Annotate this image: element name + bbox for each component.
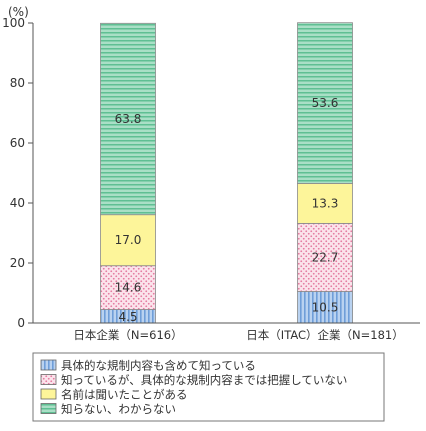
bar-segment: [100, 22, 156, 216]
bar-segment: [297, 183, 353, 224]
bars-group: 4.5 14.6 17.0 63.8 10.5 22.7 13.3 53.6: [100, 22, 353, 324]
bar-segment: [297, 222, 353, 292]
legend: 具体的な規制内容も含めて知っている知っているが、具体的な規制内容までは把握してい…: [32, 352, 385, 422]
legend-label: 名前は聞いたことがある: [61, 388, 188, 402]
legend-label: 知っているが、具体的な規制内容までは把握していない: [61, 373, 347, 387]
data-label: 10.5: [312, 300, 339, 314]
legend-swatch: [40, 359, 57, 371]
legend-box: [32, 352, 385, 422]
data-label: 53.6: [312, 96, 339, 110]
legend-label: 知らない、わからない: [61, 402, 176, 416]
legend-label: 具体的な規制内容も含めて知っている: [61, 359, 256, 373]
data-label: 22.7: [312, 250, 339, 264]
data-label: 4.5: [118, 310, 137, 324]
category-label: 日本（ITAC）企業（N=181）: [246, 328, 403, 342]
data-label: 63.8: [115, 112, 142, 126]
y-tick-label: 0: [17, 316, 25, 330]
category-label: 日本企業（N=616）: [73, 328, 182, 342]
bar-segment: [297, 22, 353, 184]
data-label: 17.0: [115, 233, 142, 247]
y-tick-label: 20: [10, 256, 25, 270]
data-label: 13.3: [312, 196, 339, 210]
bar-segment: [100, 214, 156, 267]
category-labels: 日本企業（N=616） 日本（ITAC）企業（N=181）: [73, 328, 403, 342]
y-axis-ticks: 0 20 40 60 80 100: [2, 16, 33, 330]
legend-swatch: [40, 388, 57, 400]
legend-swatch: [40, 374, 57, 385]
data-label: 14.6: [115, 281, 142, 295]
y-tick-label: 40: [10, 196, 25, 210]
bar-segment: [100, 265, 156, 310]
bar-segment: [297, 291, 353, 324]
y-tick-label: 80: [10, 76, 25, 90]
y-unit-label: (%): [8, 5, 29, 19]
y-tick-label: 100: [2, 16, 25, 30]
y-tick-label: 60: [10, 136, 25, 150]
legend-swatch: [40, 403, 57, 414]
